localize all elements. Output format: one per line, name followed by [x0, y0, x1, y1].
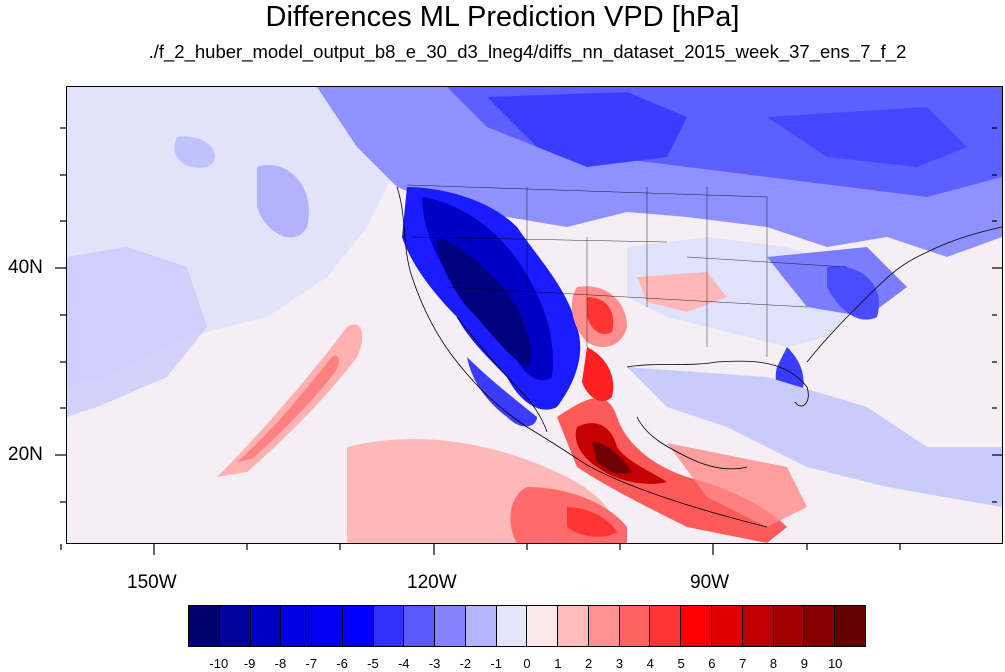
- colorbar-box: [742, 606, 774, 646]
- colorbar-tick-label: 5: [677, 656, 685, 671]
- colorbar-tick-label: -9: [243, 656, 256, 671]
- vpd-difference-map: [67, 87, 1002, 543]
- plot-subtitle: ./f_2_huber_model_output_b8_e_30_d3_lneg…: [148, 41, 907, 62]
- colorbar-tick-label: 6: [708, 656, 716, 671]
- colorbar-box: [527, 606, 559, 646]
- colorbar-box: [496, 606, 528, 646]
- lon-label-150w: 150W: [127, 572, 177, 593]
- colorbar-labels: -10 -9 -8 -7 -6 -5 -4 -3 -2 -1 0 1 2 3 4 5 6 7 8 9 10: [188, 656, 866, 672]
- colorbar-tick-label: -8: [274, 656, 287, 671]
- colorbar-tick-label: 7: [739, 656, 747, 671]
- colorbar-box: [804, 606, 836, 646]
- colorbar-tick-label: 0: [523, 656, 531, 671]
- map-panel: [66, 86, 1003, 544]
- colorbar-box: [835, 606, 865, 646]
- colorbar-box: [681, 606, 713, 646]
- lon-label-90w: 90W: [690, 572, 730, 593]
- colorbar-box: [189, 606, 220, 646]
- colorbar-tick-label: 9: [800, 656, 808, 671]
- lat-label-40n: 40N: [8, 257, 43, 278]
- colorbar-tick-label: -2: [459, 656, 472, 671]
- colorbar-box: [250, 606, 282, 646]
- colorbar-tick-label: 1: [554, 656, 562, 671]
- colorbar-tick-label: 2: [585, 656, 593, 671]
- colorbar-box: [342, 606, 374, 646]
- colorbar-box: [465, 606, 497, 646]
- colorbar-tick-label: -6: [336, 656, 348, 671]
- colorbar-tick-label: -5: [367, 656, 379, 671]
- colorbar-box: [404, 606, 436, 646]
- lon-label-120w: 120W: [407, 572, 457, 593]
- colorbar-tick-label: -4: [397, 656, 410, 671]
- colorbar-box: [312, 606, 343, 646]
- lat-label-20n: 20N: [8, 444, 43, 465]
- colorbar-box: [373, 606, 405, 646]
- plot-title: Differences ML Prediction VPD [hPa]: [265, 1, 740, 33]
- colorbar: [188, 605, 866, 647]
- colorbar-tick-label: 3: [615, 656, 624, 671]
- colorbar-box: [281, 606, 313, 646]
- colorbar-tick-label: 8: [769, 656, 778, 671]
- colorbar-box: [619, 606, 651, 646]
- colorbar-tick-label: -1: [490, 656, 502, 671]
- colorbar-box: [773, 606, 805, 646]
- colorbar-box: [650, 606, 682, 646]
- colorbar-box: [435, 606, 466, 646]
- colorbar-box: [588, 606, 620, 646]
- colorbar-tick-label: 10: [827, 656, 843, 671]
- colorbar-box: [219, 606, 251, 646]
- colorbar-tick-label: -10: [209, 656, 229, 671]
- colorbar-box: [558, 606, 589, 646]
- colorbar-box: [712, 606, 743, 646]
- colorbar-tick-label: -3: [428, 656, 441, 671]
- colorbar-tick-label: -7: [305, 656, 318, 671]
- colorbar-tick-label: 4: [646, 656, 654, 671]
